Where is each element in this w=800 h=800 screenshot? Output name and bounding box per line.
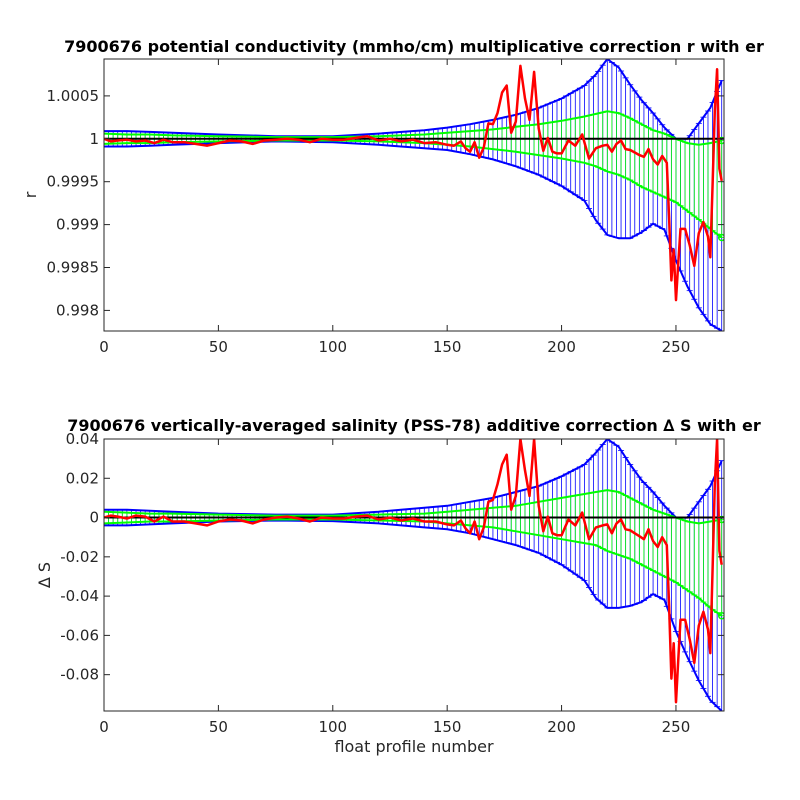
top-chart-title: 7900676 potential conductivity (mmho/cm)… [64,37,764,56]
outer-error-bar-upper-envelope [104,439,723,519]
x-tick-label: 0 [99,718,109,736]
bottom-x-axis: 0 50 100 150 200 250 [99,439,690,736]
inner-error-bar-upper-envelope [104,489,722,525]
top-panel: 7900676 potential conductivity (mmho/cm)… [21,37,764,356]
x-tick-label: 250 [662,718,691,736]
x-tick-label: 250 [662,338,691,356]
correction-line [104,439,723,704]
x-tick-label: 50 [209,338,228,356]
inner-band-end-marker [717,612,724,620]
inner-band-end-marker [717,233,724,242]
y-tick-label: 0.998 [56,301,99,319]
top-correction-series [104,64,723,302]
bottom-correction-series [104,439,723,704]
top-x-axis: 0 50 100 150 200 250 [99,59,690,356]
y-tick-label: -0.02 [60,548,99,566]
inner-error-bar-lower-envelope [104,139,723,239]
outer-error-bar-lower-envelope [104,140,723,331]
y-tick-label: 0 [89,509,99,527]
y-tick-label: 1.0005 [47,87,100,105]
bottom-panel: 7900676 vertically-averaged salinity (PS… [35,416,761,756]
outer-error-bar-upper-envelope [104,59,723,140]
x-tick-label: 200 [547,718,576,736]
bottom-axes-box [103,438,725,712]
bottom-outer-error-bars [104,439,724,711]
y-tick-label: -0.04 [60,587,99,605]
bottom-y-axis: -0.08 -0.06 -0.04 -0.02 0 0.02 0.04 [60,430,724,684]
outer-error-bar-lower-envelope [104,519,723,711]
y-tick-label: -0.08 [60,666,99,684]
y-tick-label: 0.02 [66,469,99,487]
x-tick-label: 0 [99,338,109,356]
y-tick-label: 0.9985 [47,259,100,277]
x-tick-label: 50 [209,718,228,736]
y-tick-label: 1 [89,130,99,148]
y-tick-label: 0.999 [56,216,99,234]
inner-error-bar-lower-envelope [104,518,723,617]
x-tick-label: 150 [433,718,462,736]
bottom-chart-title: 7900676 vertically-averaged salinity (PS… [67,416,761,435]
x-tick-label: 100 [318,338,347,356]
x-tick-label: 100 [318,718,347,736]
y-tick-label: -0.06 [60,626,99,644]
top-outer-error-bars [104,59,724,331]
top-axes-box [103,58,725,332]
bottom-y-axis-label: ∆ S [35,562,54,589]
top-y-axis: 0.998 0.9985 0.999 0.9995 1 1.0005 [47,87,724,319]
x-tick-label: 200 [547,338,576,356]
y-tick-label: 0.04 [66,430,99,448]
x-tick-label: 150 [433,338,462,356]
correction-line [104,64,723,302]
inner-error-bar-upper-envelope [104,110,722,146]
bottom-x-axis-label: float profile number [334,737,494,756]
y-tick-label: 0.9995 [47,173,100,191]
top-y-axis-label: r [21,191,40,198]
